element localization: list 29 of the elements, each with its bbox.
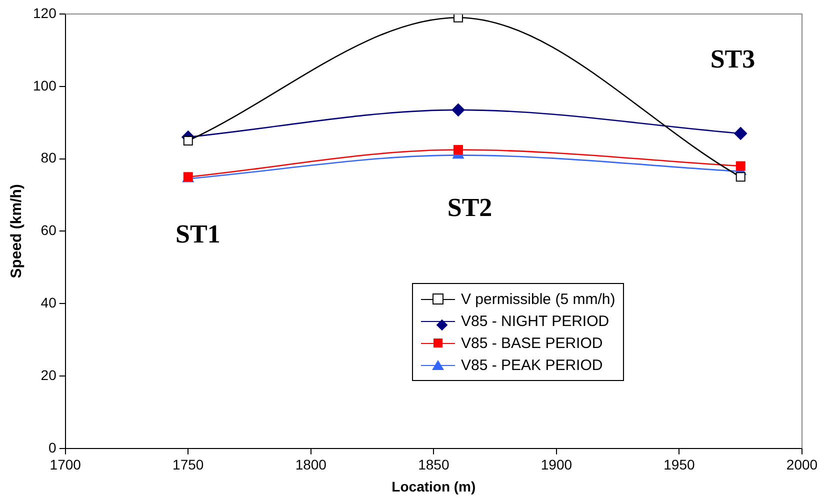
x-tick-label: 1800 xyxy=(295,456,327,473)
x-axis-title: Location (m) xyxy=(392,478,476,494)
y-tick-label: 60 xyxy=(40,222,57,238)
x-tick-label: 2000 xyxy=(786,456,818,473)
annotation: ST3 xyxy=(710,44,756,74)
x-tick-label: 1750 xyxy=(172,456,204,473)
y-tick-label: 0 xyxy=(48,439,57,456)
point xyxy=(734,126,748,140)
point xyxy=(183,136,193,146)
point xyxy=(736,172,746,182)
x-tick-label: 1850 xyxy=(418,456,450,473)
y-tick-label: 80 xyxy=(40,150,57,166)
point xyxy=(736,161,746,171)
x-tick-label: 1950 xyxy=(664,456,696,473)
legend-label: V85 - NIGHT PERIOD xyxy=(461,312,610,330)
y-tick-label: 20 xyxy=(40,366,57,383)
point xyxy=(452,103,465,116)
y-axis-title: Speed (km/h) xyxy=(8,184,26,278)
legend-label: V85 - BASE PERIOD xyxy=(461,334,603,352)
y-tick-label: 100 xyxy=(33,77,57,94)
annotation: ST2 xyxy=(447,193,492,222)
point xyxy=(453,145,463,154)
legend-label: V85 - PEAK PERIOD xyxy=(461,356,603,374)
y-tick-label: 120 xyxy=(33,4,57,21)
x-tick-label: 1700 xyxy=(50,456,82,473)
annotation: ST1 xyxy=(176,219,220,248)
x-tick-label: 1900 xyxy=(540,456,572,473)
legend-label: V permissible (5 mm/h) xyxy=(461,290,616,308)
y-tick-label: 40 xyxy=(40,294,57,310)
